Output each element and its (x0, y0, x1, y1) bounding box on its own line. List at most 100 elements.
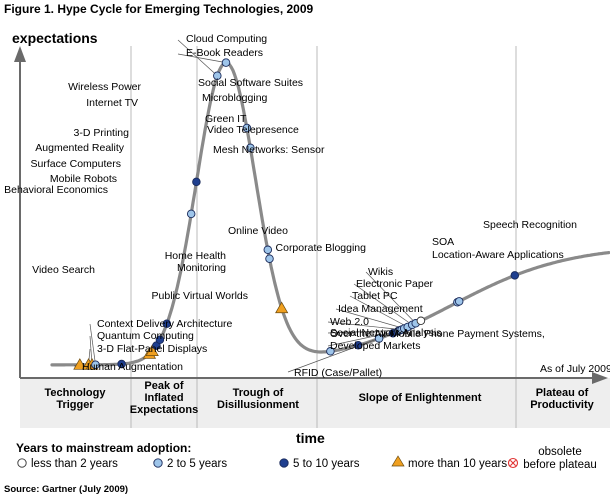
tech-label: Mobile Robots (50, 173, 117, 185)
x-axis-arrow (592, 372, 608, 384)
chart-title: Figure 1. Hype Cycle for Emerging Techno… (4, 2, 314, 16)
tech-label: Corporate Blogging (276, 242, 367, 254)
x-axis-label: time (296, 430, 325, 446)
phase-label-trough: Trough of (233, 387, 284, 399)
tech-marker (510, 271, 520, 280)
tech-label: Home Health Monitoring (165, 250, 226, 274)
legend-marker (153, 458, 163, 468)
legend-label: obsolete before plateau (523, 446, 597, 471)
tech-marker (416, 316, 426, 326)
tech-marker (374, 334, 384, 343)
tech-label: SOA (432, 236, 454, 248)
legend-label: more than 10 years (408, 458, 507, 470)
legend-label: 2 to 5 years (167, 458, 227, 470)
tech-label: Cloud Computing (186, 33, 267, 45)
tech-label: Context Delivery Architecture (97, 318, 233, 330)
tech-marker (192, 177, 201, 187)
tech-marker (246, 143, 255, 153)
tech-label: Internet TV (86, 97, 138, 109)
axes (14, 46, 608, 384)
label-leader (365, 271, 416, 324)
tech-label: 3-D Printing (74, 127, 130, 139)
legend-marker-cross (510, 460, 516, 466)
tech-label: Video Telepresence (207, 124, 299, 136)
tech-label: RFID (Case/Pallet) (294, 367, 382, 379)
label-leader (327, 329, 401, 334)
tech-label: Human Augmentation (82, 361, 183, 373)
tech-marker (454, 297, 464, 306)
phase-label-trigger: Technology (45, 387, 107, 399)
tech-label: Green IT (205, 113, 247, 125)
tech-label: Augmented Reality (35, 142, 124, 154)
y-axis-label: expectations (12, 30, 98, 46)
tech-label: Speech Recognition (483, 219, 577, 231)
phase-label-slope: Slope of Enlightenment (359, 392, 482, 404)
tech-marker (263, 245, 273, 255)
tech-label: Mesh Networks: Sensor (213, 144, 325, 156)
tech-marker (73, 358, 87, 370)
tech-marker (275, 301, 289, 314)
tech-label: Microblogging (202, 92, 268, 104)
legend-title: Years to mainstream adoption: (16, 441, 191, 455)
phase-label-trigger: Trigger (56, 399, 94, 411)
tech-marker (155, 335, 165, 345)
technology-markers (73, 58, 520, 370)
label-leader (335, 308, 405, 329)
tech-marker (326, 347, 335, 356)
tech-label: Tablet PC (352, 290, 398, 302)
label-leader (177, 53, 227, 63)
plot-frame (42, 44, 606, 378)
label-leader (353, 283, 413, 326)
tech-marker (117, 359, 126, 369)
tech-label: 3-D Flat-Panel Displays (97, 343, 207, 355)
tech-label: Wireless Power (68, 81, 141, 93)
tech-label: Social Software Suites (198, 77, 303, 89)
tech-label: Surface Computers (31, 158, 121, 170)
tech-label: Web 2.0 (330, 316, 369, 328)
tech-label: Behavioral Economics (4, 184, 108, 196)
tech-label: Public Virtual Worlds (152, 290, 248, 302)
tech-marker (221, 58, 231, 67)
tech-label: Social Network Analysis (330, 327, 441, 339)
tech-label: Over-the-Air Mobile Phone Payment System… (330, 328, 545, 352)
tech-marker (213, 71, 222, 80)
tech-marker (186, 209, 196, 219)
legend-marker (391, 455, 405, 467)
source-note: Source: Gartner (July 2009) (4, 484, 128, 495)
tech-marker (242, 123, 252, 133)
tech-marker (265, 254, 274, 263)
legend-label: less than 2 years (31, 458, 118, 470)
tech-marker (162, 319, 172, 329)
tech-marker (353, 340, 363, 350)
legend-marker (279, 458, 289, 468)
legend: Years to mainstream adoption: less than … (16, 441, 597, 471)
tech-label: Electronic Paper (356, 278, 434, 290)
phase-band (20, 378, 610, 428)
as-of-note: As of July 2009 (540, 363, 610, 375)
phase-label-plateau: Plateau of (536, 387, 589, 399)
tech-label: Video Search (32, 264, 95, 276)
y-axis-arrow (14, 46, 26, 62)
phase-label-peak: Peak of (144, 380, 183, 392)
label-leader (327, 321, 402, 330)
tech-marker (145, 344, 159, 356)
technology-labels: Human Augmentation 3-D Flat-Panel Display… (4, 33, 577, 379)
phase-label-peak: Expectations (130, 404, 198, 416)
phase-label-trough: Disillusionment (217, 399, 299, 411)
tech-label: Wikis (368, 266, 393, 278)
phase-label-peak: Inflated (144, 392, 183, 404)
tech-label: Idea Management (338, 303, 423, 315)
legend-marker (17, 458, 27, 468)
tech-label: Online Video (228, 225, 288, 237)
tech-label: Quantum Computing (97, 330, 194, 342)
tech-marker (91, 360, 100, 369)
tech-label: E-Book Readers (186, 47, 263, 59)
label-leader (327, 330, 399, 347)
tech-label: Location-Aware Applications (432, 249, 564, 261)
phase-label-plateau: Productivity (530, 399, 594, 411)
label-leader (349, 295, 408, 328)
label-leader (89, 323, 96, 365)
legend-label: 5 to 10 years (293, 458, 360, 470)
